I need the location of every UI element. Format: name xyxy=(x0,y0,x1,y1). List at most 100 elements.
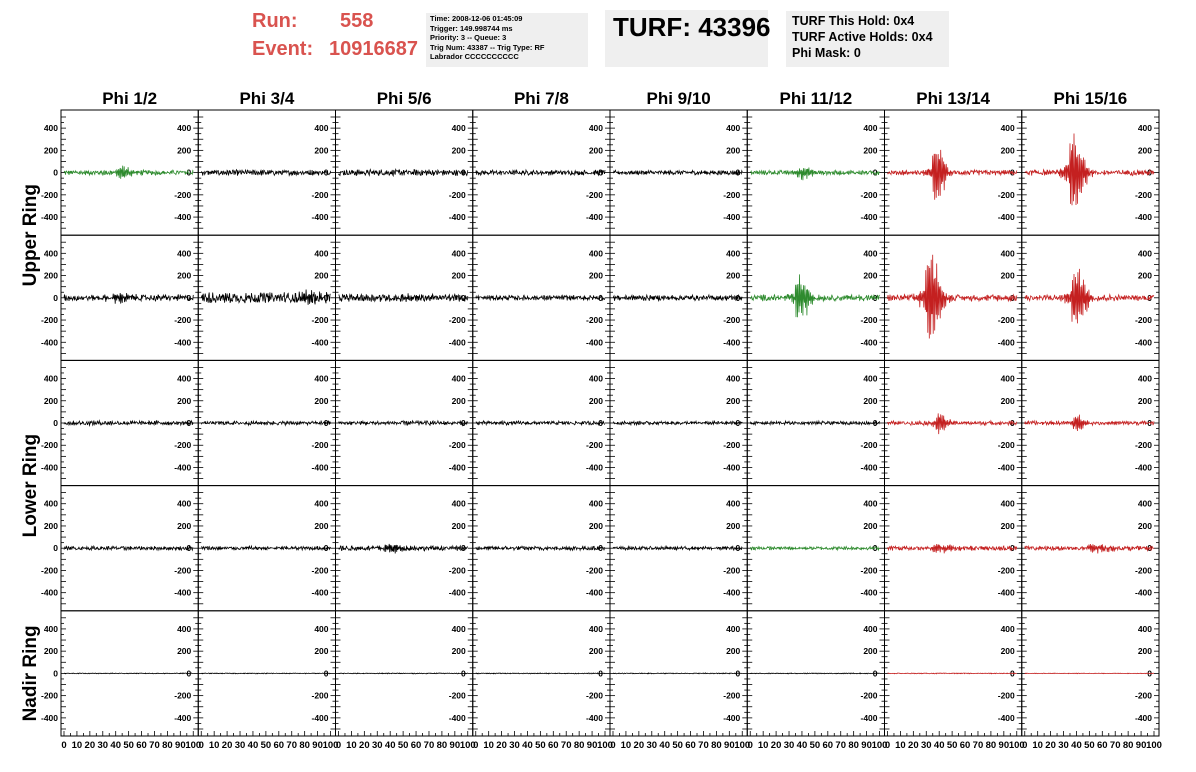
y-tick-label: 400 xyxy=(589,123,603,133)
y-tick-label: -200 xyxy=(41,315,58,325)
x-tick-label: 70 xyxy=(561,740,572,751)
y-tick-label: -200 xyxy=(860,190,877,200)
y-tick-label: -200 xyxy=(586,315,603,325)
x-tick-label: 50 xyxy=(947,740,958,751)
y-tick-label: 400 xyxy=(726,624,740,634)
waveform-trace xyxy=(200,544,331,552)
x-tick-label: 20 xyxy=(908,740,919,751)
y-tick-label: -200 xyxy=(449,190,466,200)
x-tick-label: 100 xyxy=(460,740,476,751)
y-tick-label: -200 xyxy=(311,190,328,200)
y-tick-label: -200 xyxy=(311,565,328,575)
x-tick-label: 20 xyxy=(222,740,233,751)
y-tick-label: 400 xyxy=(1001,499,1015,509)
y-tick-label: -200 xyxy=(860,315,877,325)
y-tick-label: -200 xyxy=(723,315,740,325)
x-tick-label: 10 xyxy=(1032,740,1043,751)
x-tick-label: 30 xyxy=(509,740,520,751)
x-tick-label: 30 xyxy=(235,740,246,751)
y-tick-label: -200 xyxy=(174,691,191,701)
x-tick-label: 80 xyxy=(162,740,173,751)
y-tick-label: -400 xyxy=(723,212,740,222)
y-tick-label: 400 xyxy=(314,374,328,384)
x-tick-label: 0 xyxy=(610,740,615,751)
panel-axis xyxy=(198,366,336,480)
y-tick-label: -400 xyxy=(1135,588,1152,598)
y-tick-label: 400 xyxy=(1001,248,1015,258)
y-tick-label: 400 xyxy=(726,374,740,384)
waveform-trace xyxy=(338,419,469,427)
x-tick-label: 0 xyxy=(748,740,753,751)
x-tick-label: 70 xyxy=(698,740,709,751)
x-tick-label: 80 xyxy=(299,740,310,751)
y-tick-label: -400 xyxy=(723,337,740,347)
y-tick-label: 0 xyxy=(598,418,603,428)
x-tick-label: 60 xyxy=(960,740,971,751)
panel-axis xyxy=(610,366,748,480)
y-tick-label: 400 xyxy=(1001,374,1015,384)
y-tick-label: 200 xyxy=(726,271,740,281)
y-tick-label: 400 xyxy=(314,499,328,509)
y-tick-label: -200 xyxy=(1135,440,1152,450)
x-tick-label: 60 xyxy=(1097,740,1108,751)
x-tick-label: 20 xyxy=(1045,740,1056,751)
y-tick-label: 200 xyxy=(452,646,466,656)
x-tick-label: 70 xyxy=(424,740,435,751)
x-tick-label: 40 xyxy=(110,740,121,751)
y-tick-label: -400 xyxy=(1135,462,1152,472)
y-tick-label: -400 xyxy=(41,212,58,222)
y-tick-label: 200 xyxy=(863,646,877,656)
waveform-trace xyxy=(201,168,331,177)
trigger-info-box: Time: 2008-12-06 01:45:09 Trigger: 149.9… xyxy=(426,13,588,67)
y-tick-label: 200 xyxy=(177,145,191,155)
panel-axis xyxy=(198,617,336,730)
y-tick-label: -200 xyxy=(174,315,191,325)
y-tick-label: -200 xyxy=(586,440,603,450)
y-tick-label: 200 xyxy=(452,145,466,155)
panel-axis xyxy=(198,492,336,605)
y-tick-label: 200 xyxy=(1138,145,1152,155)
y-tick-label: -400 xyxy=(449,713,466,723)
y-tick-label: -200 xyxy=(449,565,466,575)
y-tick-label: -200 xyxy=(1135,565,1152,575)
y-tick-label: -200 xyxy=(1135,691,1152,701)
y-tick-label: -200 xyxy=(449,440,466,450)
turf-box: TURF: 43396 xyxy=(605,10,771,67)
y-tick-label: -200 xyxy=(1135,315,1152,325)
y-tick-label: 400 xyxy=(452,624,466,634)
x-tick-label: 10 xyxy=(483,740,494,751)
waveform-trace xyxy=(749,545,880,552)
y-tick-label: -400 xyxy=(1135,713,1152,723)
y-tick-label: 200 xyxy=(726,646,740,656)
x-tick-label: 70 xyxy=(286,740,297,751)
x-tick-label: 0 xyxy=(61,740,66,751)
x-tick-label: 80 xyxy=(1123,740,1134,751)
y-tick-label: 0 xyxy=(53,293,58,303)
x-tick-label: 10 xyxy=(209,740,220,751)
y-tick-label: -400 xyxy=(41,462,58,472)
y-tick-label: 200 xyxy=(452,396,466,406)
waveform-trace xyxy=(338,672,468,675)
y-tick-label: 200 xyxy=(863,145,877,155)
y-tick-label: 400 xyxy=(1138,374,1152,384)
y-tick-label: -400 xyxy=(1135,337,1152,347)
x-tick-label: 100 xyxy=(734,740,750,751)
x-tick-label: 30 xyxy=(921,740,932,751)
panel-axis xyxy=(335,116,473,229)
panel-axis xyxy=(884,116,1022,229)
y-tick-label: 200 xyxy=(863,521,877,531)
y-tick-label: -400 xyxy=(311,713,328,723)
y-tick-label: 400 xyxy=(44,624,58,634)
y-tick-label: 400 xyxy=(863,123,877,133)
waveform-trace xyxy=(887,254,1018,339)
y-tick-label: -200 xyxy=(311,315,328,325)
waveform-trace xyxy=(63,672,194,675)
y-tick-label: -400 xyxy=(311,462,328,472)
waveform-trace xyxy=(612,545,743,552)
x-tick-label: 80 xyxy=(986,740,997,751)
y-tick-label: 400 xyxy=(726,499,740,509)
panel-axis xyxy=(747,241,885,354)
x-tick-label: 90 xyxy=(175,740,186,751)
y-tick-label: 400 xyxy=(44,499,58,509)
